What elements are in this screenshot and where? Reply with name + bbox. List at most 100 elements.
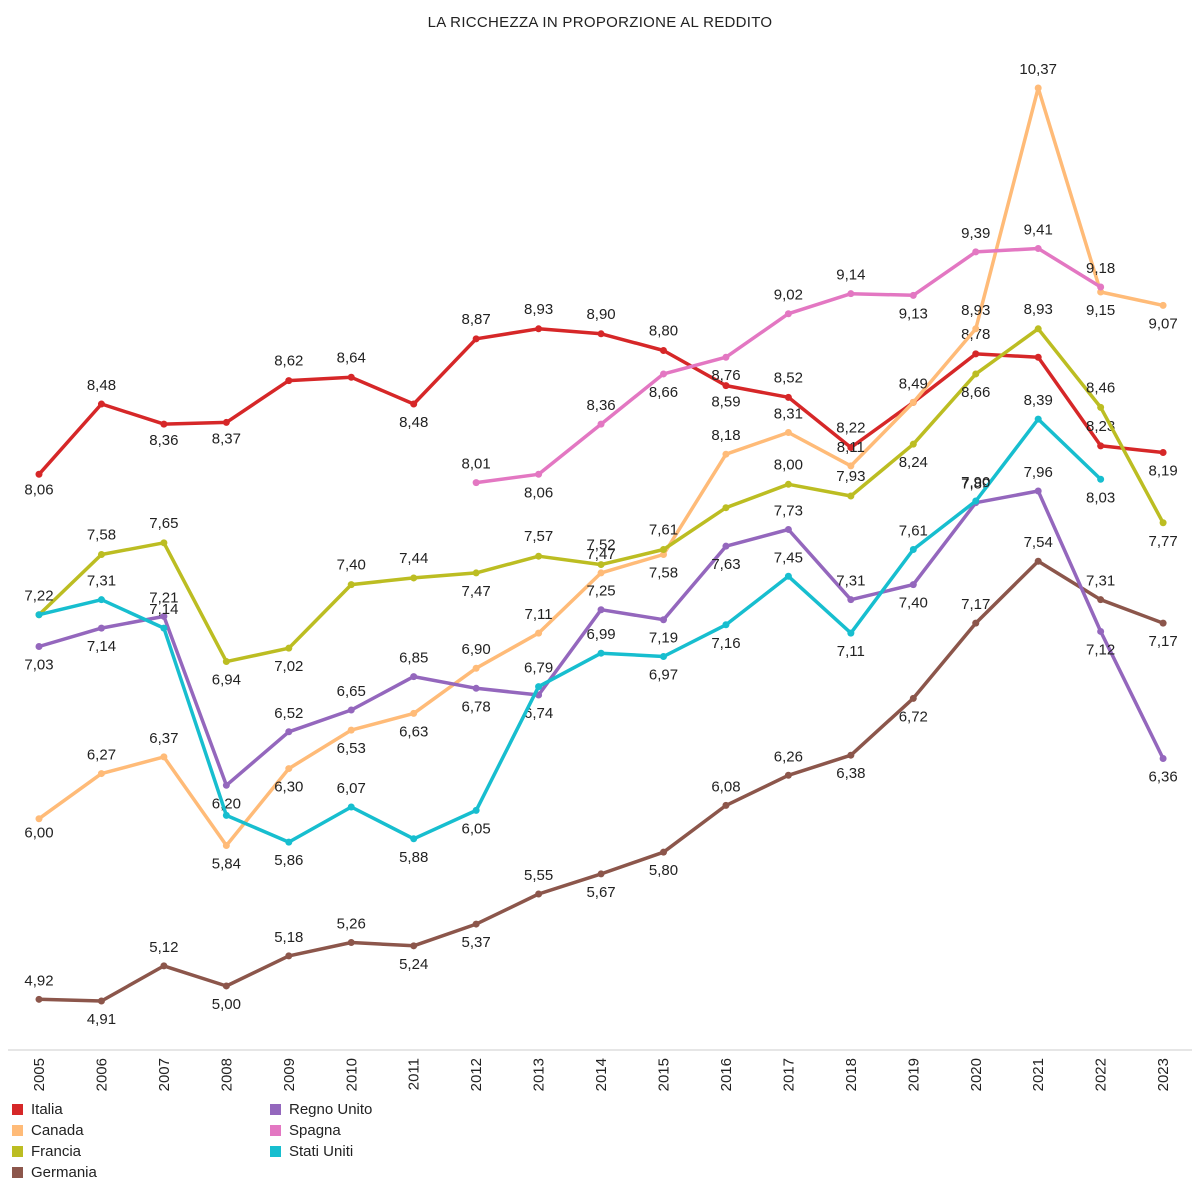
data-point [160,753,168,761]
data-label: 6,79 [524,660,553,677]
data-point [972,350,980,358]
data-label: 7,58 [649,565,678,582]
data-label: 9,02 [774,287,803,304]
data-point [1034,487,1042,495]
data-label: 7,40 [899,595,928,612]
data-point [472,479,480,487]
x-tick-label: 2020 [968,1058,985,1091]
data-point [909,694,917,702]
data-point [160,539,168,547]
data-point [35,470,43,478]
data-label: 8,37 [212,430,241,447]
data-label: 5,37 [462,934,491,951]
data-label: 6,20 [212,795,241,812]
data-point [410,673,418,681]
data-label: 7,11 [525,606,553,623]
data-point [160,962,168,970]
legend-label: Spagna [289,1122,341,1139]
data-point [1034,84,1042,92]
data-label: 7,52 [586,537,615,554]
x-tick-label: 2011 [406,1058,423,1090]
data-point [1159,619,1167,627]
data-point [35,643,43,651]
data-point [909,440,917,448]
data-point [347,803,355,811]
data-label: 6,53 [337,740,366,757]
data-label: 6,78 [462,698,491,715]
data-point [97,624,105,632]
data-label: 8,11 [837,439,865,456]
series-stati-uniti: 7,22 7,31 7,14 5,86 6,07 5,88 6,05 6,79 6,99 6,97… [24,392,1115,869]
data-label: 5,26 [337,915,366,932]
x-tick-label: 2013 [531,1058,548,1091]
data-point [472,664,480,672]
data-label: 7,25 [586,583,615,600]
data-label: 6,97 [649,667,678,684]
data-label: 8,90 [586,306,615,323]
data-point [1097,627,1105,635]
data-label: 7,61 [649,522,678,539]
data-label: 7,14 [87,638,116,655]
data-point [972,248,980,256]
data-label: 8,76 [711,367,740,384]
data-point [285,952,293,960]
line-chart: 2005 2006 2007 2008 2009 2010 2011 2012 2013 2014… [8,61,1192,1091]
data-point [909,291,917,299]
data-point [1159,449,1167,457]
data-label: 8,36 [149,432,178,449]
data-label: 5,84 [212,855,241,872]
data-point [660,546,667,554]
data-label: 6,90 [462,641,491,658]
data-point [847,751,855,759]
data-point [472,920,480,928]
data-label: 5,67 [586,884,615,901]
data-point [222,982,230,990]
data-point [597,606,605,614]
data-point [97,770,105,778]
data-label: 5,18 [274,929,303,946]
legend-swatch [12,1146,23,1157]
data-point [410,574,418,582]
data-point [722,353,730,361]
data-label: 6,63 [399,723,428,740]
data-label: 8,06 [24,481,53,498]
data-point [222,811,230,819]
data-label: 8,01 [462,456,491,473]
data-label: 6,36 [1148,769,1177,786]
data-label: 8,62 [274,353,303,370]
data-label: 8,22 [836,420,865,437]
data-point [784,393,792,401]
data-point [1097,475,1105,483]
data-point [535,683,543,691]
data-point [597,870,605,878]
data-point [660,848,667,856]
data-point [472,335,480,343]
chart-title: LA RICCHEZZA IN PROPORZIONE AL REDDITO [427,14,773,31]
data-label: 8,66 [961,384,990,401]
data-point [35,611,43,619]
data-label: 6,72 [899,708,928,725]
data-label: 8,48 [399,414,428,431]
data-point [660,370,667,378]
data-label: 9,15 [1086,302,1115,319]
data-point [1097,596,1105,604]
data-label: 6,65 [337,683,366,700]
data-label: 8,87 [462,311,491,328]
data-label: 7,61 [899,523,928,540]
data-label: 6,26 [774,748,803,765]
x-tick-label: 2019 [905,1058,922,1091]
data-label: 7,14 [149,601,178,618]
data-point [35,815,43,823]
data-point [160,624,168,632]
data-point [97,596,105,604]
legend-swatch [270,1125,281,1136]
data-label: 6,94 [212,672,241,689]
data-point [97,551,105,559]
legend-item-stati-uniti: Stati Uniti [270,1143,353,1160]
data-point [847,629,855,637]
data-label: 9,14 [836,267,865,284]
data-point [847,596,855,604]
data-point [410,835,418,843]
x-tick-label: 2007 [156,1058,173,1091]
x-tick-label: 2021 [1030,1058,1047,1091]
